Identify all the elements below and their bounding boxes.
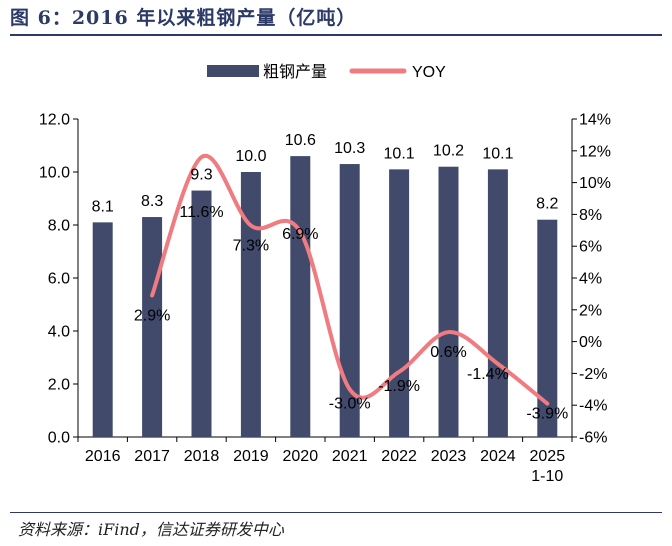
x-tick-label: 2017 <box>134 448 170 465</box>
y-right-tick-label: 12% <box>579 143 611 160</box>
y-left-tick-label: 4.0 <box>48 324 70 341</box>
line-value-label: 0.6% <box>430 344 466 361</box>
y-left-tick-label: 6.0 <box>48 271 70 288</box>
bar-value-label: 10.3 <box>334 140 365 157</box>
x-tick-label: 2025 <box>530 448 566 465</box>
bar <box>487 169 508 437</box>
line-value-label: -3.0% <box>329 395 371 412</box>
source-note: 资料来源：iFind，信达证券研发中心 <box>18 520 284 539</box>
bar <box>290 156 311 437</box>
y-right-tick-label: -2% <box>579 366 607 383</box>
source-rule <box>10 512 662 513</box>
bar <box>240 172 261 437</box>
x-tick-label: 2016 <box>85 448 121 465</box>
bar-value-label: 8.3 <box>141 193 163 210</box>
bar-value-label: 8.2 <box>536 196 558 213</box>
yoy-line <box>150 153 550 406</box>
y-right-tick-label: 14% <box>579 112 611 129</box>
bar-value-label: 10.6 <box>285 132 316 149</box>
bar <box>339 164 360 438</box>
bar <box>92 222 113 437</box>
title-rule <box>10 34 662 36</box>
bar-value-label: 9.3 <box>190 167 212 184</box>
y-right-tick-label: -6% <box>579 430 607 447</box>
bar-value-label: 10.1 <box>482 145 513 162</box>
line-value-label: -1.9% <box>378 378 420 395</box>
line-value-label: 11.6% <box>179 204 223 221</box>
y-right-tick-label: -4% <box>579 398 607 415</box>
bar-value-label: 10.1 <box>384 145 415 162</box>
legend-label-bar: 粗钢产量 <box>263 63 327 81</box>
x-tick-label: 2020 <box>283 448 319 465</box>
x-tick-label: 2019 <box>233 448 269 465</box>
y-left-tick-label: 8.0 <box>48 218 70 235</box>
yoy-line-series <box>150 153 550 406</box>
bar <box>438 166 459 437</box>
x-tick-label: 2018 <box>184 448 220 465</box>
bar-series <box>92 156 558 438</box>
y-left-tick-label: 12.0 <box>39 112 70 129</box>
bar <box>537 219 558 437</box>
bar <box>191 190 212 437</box>
x-tick-label: 1-10 <box>531 468 563 485</box>
line-value-label: -3.9% <box>526 406 568 423</box>
x-tick-label: 2022 <box>381 448 417 465</box>
legend-swatch-bar <box>207 65 259 77</box>
y-right-tick-label: 8% <box>579 207 602 224</box>
axes: 0.0 2.0 4.0 6.0 8.0 10.0 12.0 -6% -4% -2% 0% 2% 4% 6%… <box>39 112 611 486</box>
y-right-tick-label: 6% <box>579 239 602 256</box>
y-left-tick-label: 2.0 <box>48 377 70 394</box>
x-tick-label: 2021 <box>332 448 368 465</box>
bar-value-label: 10.2 <box>433 143 464 160</box>
y-right-tick-label: 2% <box>579 302 602 319</box>
x-tick-label: 2023 <box>431 448 467 465</box>
y-right-tick-label: 0% <box>579 334 602 351</box>
x-tick-label: 2024 <box>480 448 516 465</box>
legend: 粗钢产量 YOY <box>207 63 446 81</box>
line-value-label: 7.3% <box>233 238 269 255</box>
bar-value-label: 10.0 <box>235 148 266 165</box>
line-data-labels: 2.9% 11.6% 7.3% 6.9% -3.0% -1.9% 0.6%-1.4% -3.9… <box>134 204 568 422</box>
bar-data-labels: 8.1 8.3 9.3 10.0 10.6 10.3 10.1 10.2 10.1 8.2 <box>92 132 559 215</box>
y-right-tick-label: 10% <box>579 175 611 192</box>
bar-value-label: 8.1 <box>92 198 114 215</box>
legend-label-line: YOY <box>412 64 446 81</box>
line-value-label: -1.4% <box>467 366 509 383</box>
bar <box>389 169 410 437</box>
y-right-tick-label: 4% <box>579 271 602 288</box>
bar <box>142 217 163 437</box>
y-left-tick-label: 10.0 <box>39 165 70 182</box>
line-value-label: 6.9% <box>282 226 318 243</box>
y-left-tick-label: 0.0 <box>48 430 70 447</box>
chart-title: 图 6：2016 年以来粗钢产量（亿吨） <box>10 7 357 29</box>
line-value-label: 2.9% <box>134 307 170 324</box>
